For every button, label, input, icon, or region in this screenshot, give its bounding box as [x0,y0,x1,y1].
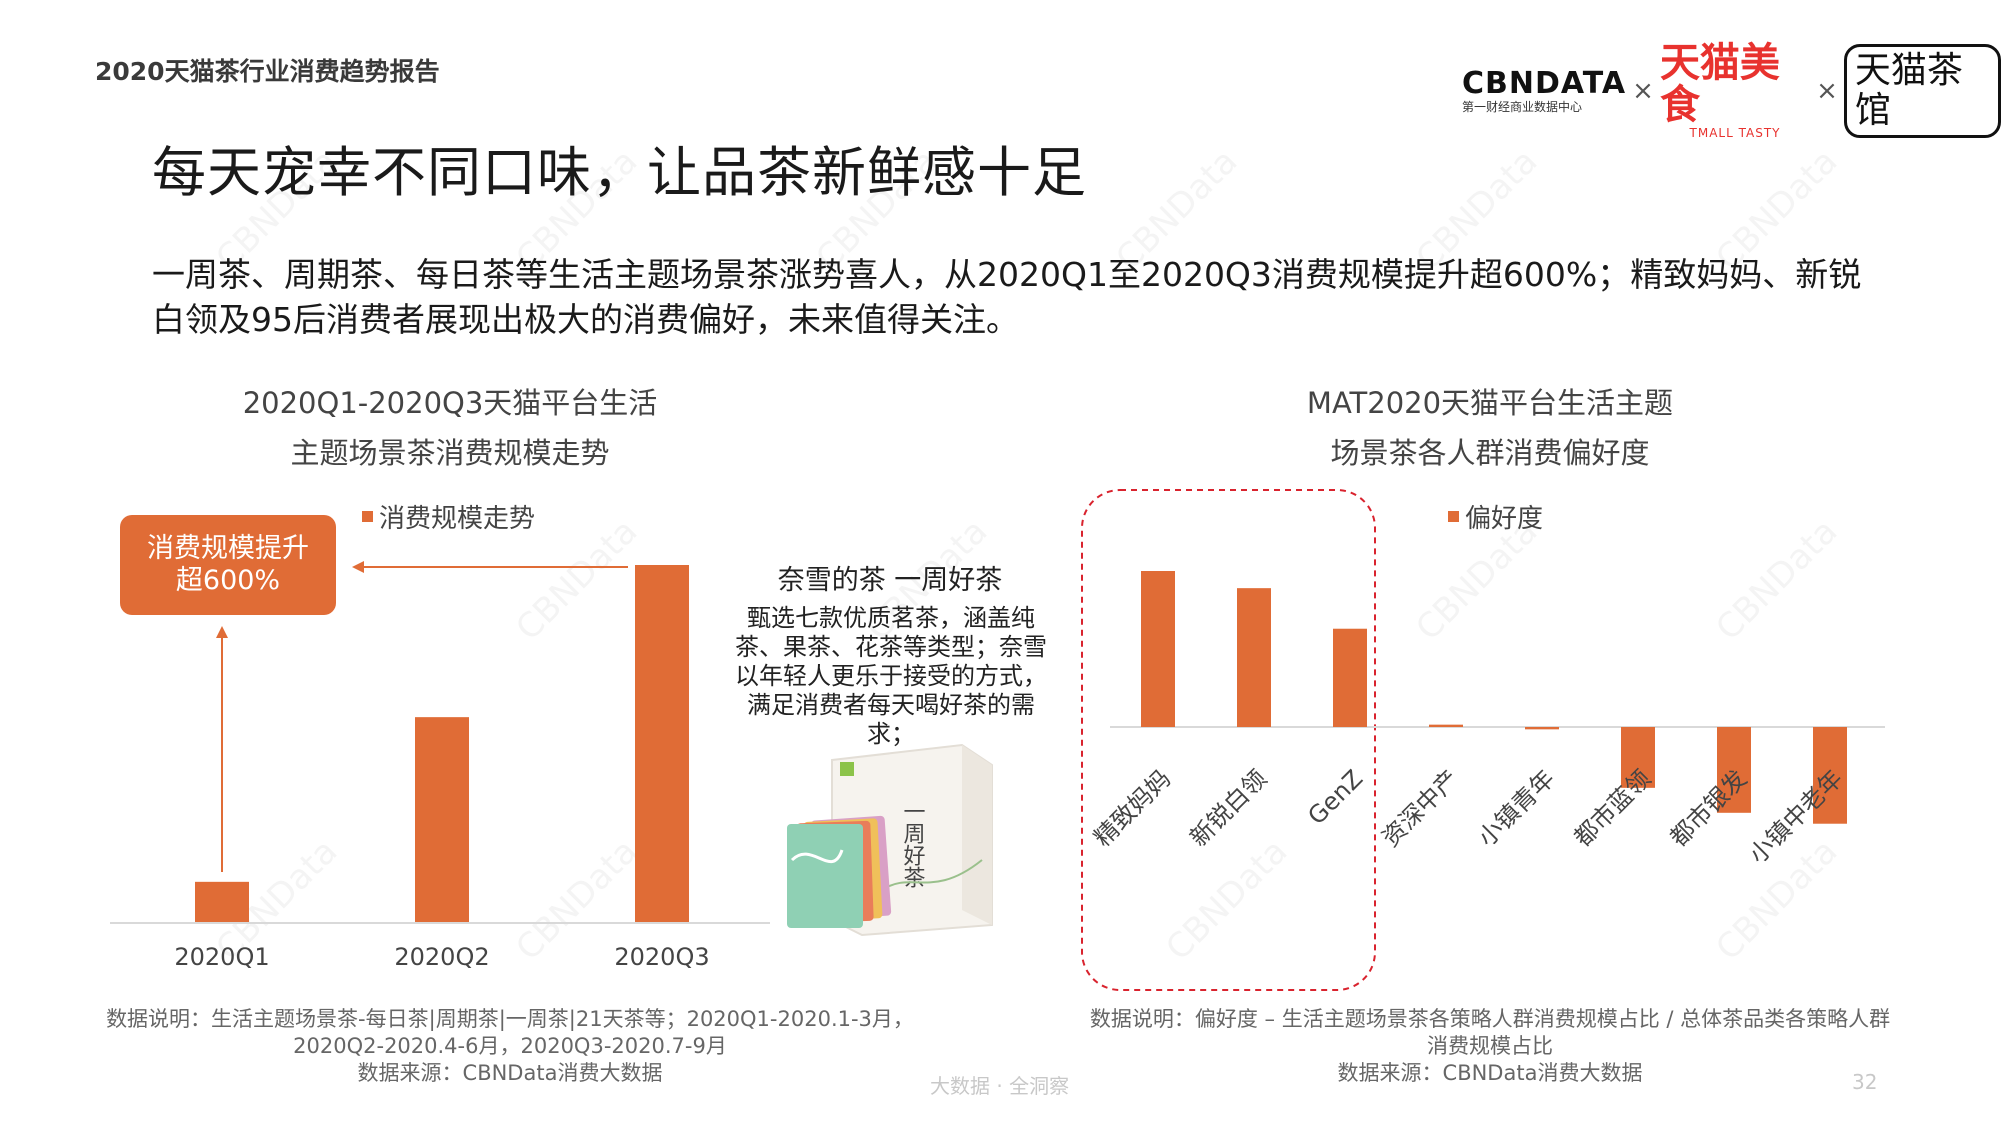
product-image: 一周好茶 [787,743,993,937]
times-symbol: × [1816,76,1838,106]
right-chart-title-line1: MAT2020天猫平台生活主题 [1306,386,1674,420]
growth-callout: 消费规模提升 超600% [120,515,336,615]
bar-2020Q3 [635,565,689,923]
product-name: 奈雪的茶 一周好茶 [777,565,1003,596]
x-tick-label: 小镇青年 [1473,764,1561,852]
x-tick-label: 新锐白领 [1185,764,1273,852]
vertical-arrow-head [216,626,228,638]
footer-tagline: 大数据 · 全洞察 [930,1074,1070,1098]
report-title: 2020天猫茶行业消费趋势报告 [95,57,440,86]
x-tick-label: 精致妈妈 [1089,764,1177,852]
x-tick-label: 2020Q3 [614,943,709,971]
bar-精致妈妈 [1141,571,1175,727]
bar-新锐白领 [1237,588,1271,727]
logo-group: CBNDATA 第一财经商业数据中心 × 天猫美食 TMALL TASTY × … [1462,42,2001,140]
tmall-tea-logo: 天猫茶馆 [1843,44,2001,138]
bar-资深中产 [1429,724,1463,727]
bar-都市蓝领 [1621,727,1655,788]
tea-sachets [787,815,892,928]
product-desc-line: 满足消费者每天喝好茶的需求； [747,691,1035,748]
tmall-food-logo-text: 天猫美食 [1659,40,1780,128]
left-note-line2: 2020Q2-2020.4-6月，2020Q3-2020.7-9月 [293,1034,727,1058]
right-note-line1: 数据说明：偏好度 – 生活主题场景茶各策略人群消费规模占比 / 总体茶品类各策略… [1089,1007,1891,1031]
left-chart-legend-label: 消费规模走势 [379,504,536,534]
cbndata-logo-subtitle: 第一财经商业数据中心 [1462,100,1583,114]
cbndata-logo: CBNDATA 第一财经商业数据中心 [1462,66,1627,115]
page-title: 每天宠幸不同口味，让品茶新鲜感十足 [152,141,1087,204]
legend-swatch [362,511,373,522]
tea-box-decoration [881,859,983,891]
callout-line1: 消费规模提升 [147,533,309,564]
tmall-food-logo: 天猫美食 TMALL TASTY [1660,42,1810,140]
bar-GenZ [1333,628,1367,727]
product-desc-line: 茶、果茶、花茶等类型；奈雪 [735,633,1047,661]
left-note-line1: 数据说明：生活主题场景茶-每日茶|周期茶|一周茶|21天茶等；2020Q1-20… [106,1007,914,1031]
bar-小镇中老年 [1813,727,1847,824]
tea-box-side [962,745,992,925]
tmall-food-logo-subtitle: TMALL TASTY [1689,126,1781,140]
left-note-source: 数据来源：CBNData消费大数据 [357,1061,663,1085]
left-chart-note: 数据说明：生活主题场景茶-每日茶|周期茶|一周茶|21天茶等；2020Q1-20… [100,1006,920,1087]
right-chart-title: MAT2020天猫平台生活主题 场景茶各人群消费偏好度 [1240,378,1740,478]
bar-都市银发 [1717,727,1751,813]
legend-swatch [1448,511,1459,522]
cbndata-logo-text: CBNDATA [1462,66,1627,101]
bar-2020Q1 [195,881,249,923]
right-chart-title-line2: 场景茶各人群消费偏好度 [1330,436,1650,470]
tea-box-badge [840,762,854,776]
callout-line2: 超600% [175,565,281,596]
product-description: 甄选七款优质茗茶，涵盖纯 茶、果茶、花茶等类型；奈雪 以年轻人更乐于接受的方式，… [732,604,1050,749]
left-chart-title: 2020Q1-2020Q3天猫平台生活 主题场景茶消费规模走势 [200,378,700,478]
x-tick-label: 2020Q2 [394,943,489,971]
left-chart-legend: 消费规模走势 [362,498,535,535]
tea-box-label: 一周好茶 [900,800,926,888]
bar-2020Q2 [415,717,469,923]
right-note-source: 数据来源：CBNData消费大数据 [1337,1061,1643,1085]
product-desc-line: 甄选七款优质茗茶，涵盖纯 [747,604,1035,632]
horizontal-arrow-head [352,561,364,573]
tmall-tea-logo-text: 天猫茶馆 [1854,50,1963,131]
x-tick-label: 2020Q1 [174,943,269,971]
times-symbol: × [1632,76,1654,106]
highlight-box [1081,489,1376,991]
x-tick-label: 都市蓝领 [1569,764,1657,852]
left-chart-title-line2: 主题场景茶消费规模走势 [290,436,610,470]
right-chart-legend-label: 偏好度 [1465,504,1544,534]
right-note-line2: 消费规模占比 [1427,1034,1553,1058]
x-tick-label: GenZ [1302,764,1368,830]
right-chart-legend: 偏好度 [1448,498,1543,535]
left-chart-title-line1: 2020Q1-2020Q3天猫平台生活 [242,386,658,420]
product-desc-line: 以年轻人更乐于接受的方式， [735,662,1047,690]
left-chart: 2020Q1 2020Q2 2020Q3 [110,561,770,971]
bar-小镇青年 [1525,727,1559,730]
page-number: 32 [1852,1070,1878,1094]
x-tick-label: 资深中产 [1377,764,1465,852]
right-chart-note: 数据说明：偏好度 – 生活主题场景茶各策略人群消费规模占比 / 总体茶品类各策略… [1080,1006,1900,1087]
intro-paragraph: 一周茶、周期茶、每日茶等生活主题场景茶涨势喜人，从2020Q1至2020Q3消费… [152,255,1862,339]
